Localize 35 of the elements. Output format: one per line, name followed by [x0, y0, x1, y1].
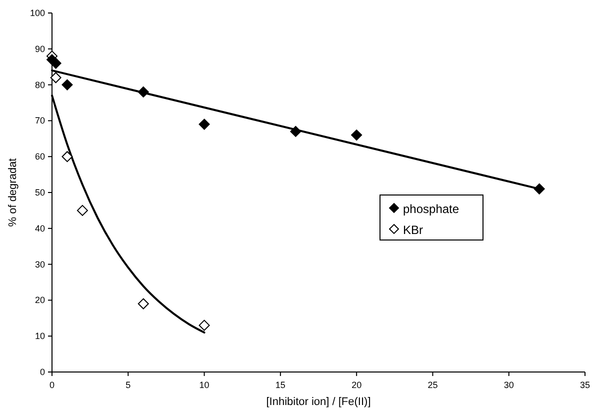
- x-axis-title: [Inhibitor ion] / [Fe(II)]: [266, 396, 371, 408]
- y-tick-label: 100: [30, 8, 45, 18]
- y-tick-label: 10: [34, 331, 45, 342]
- x-tick-label: 15: [275, 380, 286, 390]
- point: [534, 183, 545, 194]
- x-tick-label: 25: [428, 380, 438, 390]
- point: [198, 320, 210, 331]
- y-tick-label: 90: [34, 44, 45, 54]
- point: [76, 204, 88, 216]
- y-tick-label: 60: [34, 152, 45, 162]
- y-tick-label: 0: [40, 367, 45, 377]
- point: [138, 298, 149, 310]
- legend-label: KBr: [403, 223, 424, 237]
- y-axis-title: % of degradat: [7, 158, 19, 227]
- point: [290, 126, 302, 137]
- point: [198, 118, 210, 130]
- x-tick-label: 5: [126, 380, 131, 390]
- y-tick-label: 50: [34, 188, 45, 198]
- x-tick-label: 0: [49, 380, 55, 390]
- x-tick-label: 10: [199, 380, 210, 390]
- x-tick-label: 20: [352, 380, 362, 390]
- point: [62, 151, 73, 162]
- y-tick-label: 30: [34, 259, 45, 270]
- y-tick-label: 40: [34, 223, 45, 234]
- point: [50, 72, 62, 84]
- point: [62, 79, 73, 90]
- y-tick-label: 20: [34, 295, 45, 306]
- legend-label: phosphate: [403, 202, 460, 216]
- x-tick-label: 35: [580, 380, 590, 390]
- y-tick-label: 70: [34, 116, 45, 126]
- y-tick-label: 80: [34, 80, 45, 90]
- point: [138, 86, 149, 98]
- x-tick-label: 30: [504, 380, 514, 390]
- point: [351, 130, 362, 141]
- point: [50, 58, 62, 69]
